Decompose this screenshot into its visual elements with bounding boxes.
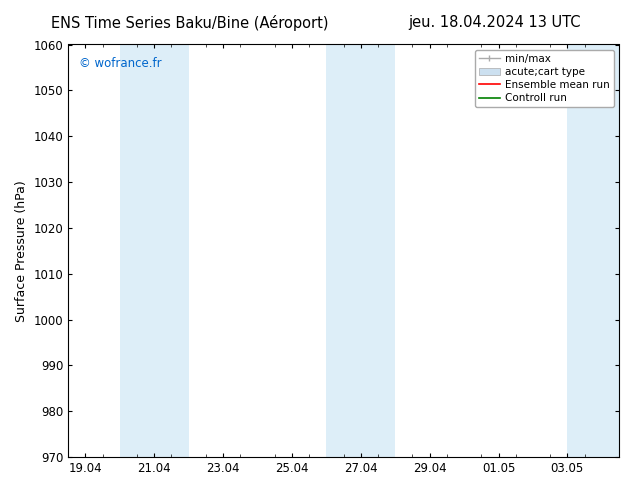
Text: © wofrance.fr: © wofrance.fr	[79, 57, 162, 70]
Bar	[327, 45, 395, 457]
Bar	[120, 45, 189, 457]
Text: ENS Time Series Baku/Bine (Aéroport): ENS Time Series Baku/Bine (Aéroport)	[51, 15, 329, 31]
Bar	[567, 45, 619, 457]
Legend: min/max, acute;cart type, Ensemble mean run, Controll run: min/max, acute;cart type, Ensemble mean …	[475, 49, 614, 107]
Y-axis label: Surface Pressure (hPa): Surface Pressure (hPa)	[15, 180, 28, 322]
Text: jeu. 18.04.2024 13 UTC: jeu. 18.04.2024 13 UTC	[408, 15, 581, 30]
